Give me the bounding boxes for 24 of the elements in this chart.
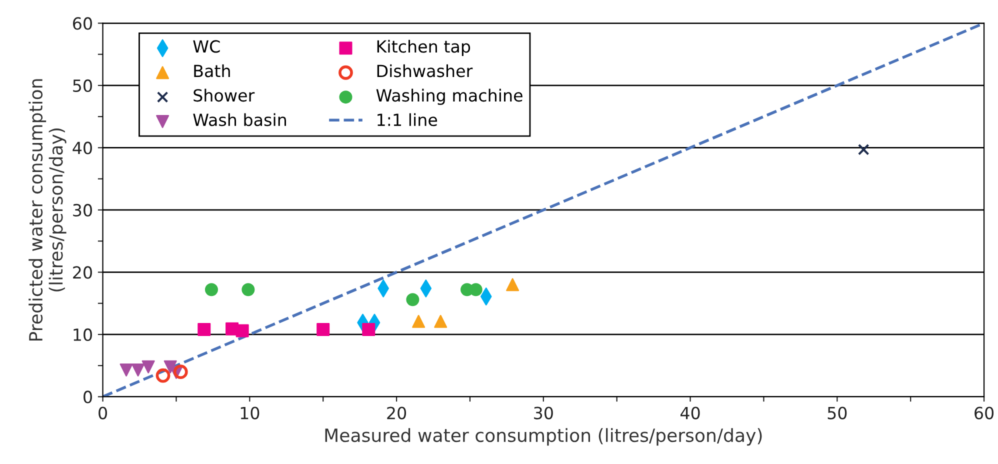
x-tick-label: 40 bbox=[680, 406, 700, 420]
y-tick-label: 40 bbox=[72, 142, 92, 154]
x-tick-label: 60 bbox=[974, 406, 994, 420]
legend-label: Wash basin bbox=[193, 113, 286, 126]
y-tick-label: 10 bbox=[74, 328, 92, 342]
y-tick-label: 0 bbox=[84, 390, 92, 404]
y-tick-label: 60 bbox=[73, 17, 92, 30]
legend-label: Bath bbox=[194, 64, 230, 78]
legend-label: Kitchen tap bbox=[377, 40, 470, 56]
legend-label: 1:1 line bbox=[378, 113, 438, 126]
legend-label: Shower bbox=[194, 88, 255, 102]
x-tick-label: 10 bbox=[240, 406, 260, 420]
x-tick-label: 50 bbox=[828, 406, 847, 420]
legend-label: WC bbox=[193, 40, 220, 53]
x-tick-label: 20 bbox=[387, 406, 406, 420]
x-axis-title: Measured water consumption (litres/person/day) bbox=[325, 428, 762, 446]
y-tick-label: 20 bbox=[73, 266, 92, 279]
y-axis-title: Predicted water consumption (litres/person/day) bbox=[28, 79, 66, 340]
x-tick-label: 30 bbox=[534, 406, 553, 420]
y-tick-label: 30 bbox=[73, 204, 92, 217]
legend-label: Washing machine bbox=[376, 88, 522, 105]
legend-label: Dishwasher bbox=[377, 64, 473, 78]
x-tick-label: 0 bbox=[98, 406, 107, 420]
y-tick-label: 50 bbox=[73, 79, 92, 92]
